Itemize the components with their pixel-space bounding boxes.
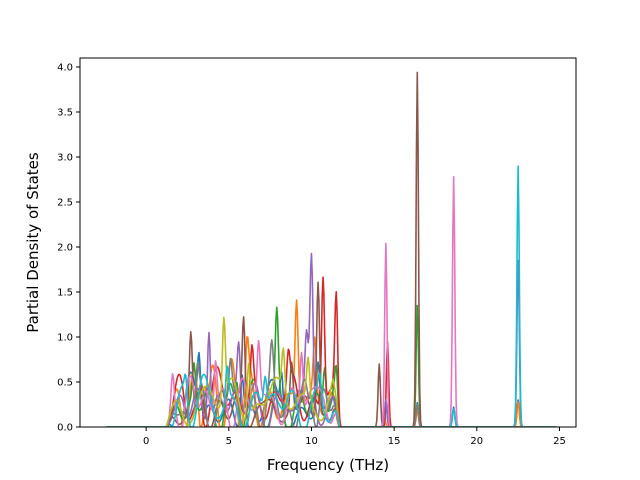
pdos-series-line-9 (106, 316, 557, 427)
pdos-series-line-10 (106, 165, 557, 427)
y-tick-label: 2.5 (57, 198, 73, 209)
x-tick-label: 0 (143, 436, 149, 447)
tick-layer: 0 5 10 15 20 25 0.0 0.5 1.0 1.5 2.0 2.5 3.0 3.5 4.0 (57, 63, 566, 448)
x-axis-title: Frequency (THz) (267, 456, 389, 474)
y-tick-label: 3.0 (57, 153, 73, 164)
y-tick-label: 1.0 (57, 333, 73, 344)
y-tick-label: 0.5 (57, 378, 73, 389)
plot-frame (79, 57, 577, 428)
pdos-series-line-5 (106, 252, 557, 427)
y-tick-label: 4.0 (57, 63, 73, 74)
x-tick-label: 5 (226, 436, 232, 447)
pdos-series-line-7 (106, 176, 557, 427)
x-tick-label: 10 (305, 436, 318, 447)
pdos-series-line-6 (106, 71, 557, 427)
x-tick-label: 20 (470, 436, 483, 447)
y-axis-title: Partial Density of States (24, 152, 42, 333)
y-tick-label: 3.5 (57, 108, 73, 119)
x-tick-label: 25 (553, 436, 566, 447)
pdos-series-line-3 (106, 304, 557, 427)
x-tick-label: 15 (388, 436, 401, 447)
y-tick-label: 2.0 (57, 243, 73, 254)
y-tick-label: 0.0 (57, 423, 73, 434)
series-layer (106, 71, 557, 427)
y-tick-label: 1.5 (57, 288, 73, 299)
